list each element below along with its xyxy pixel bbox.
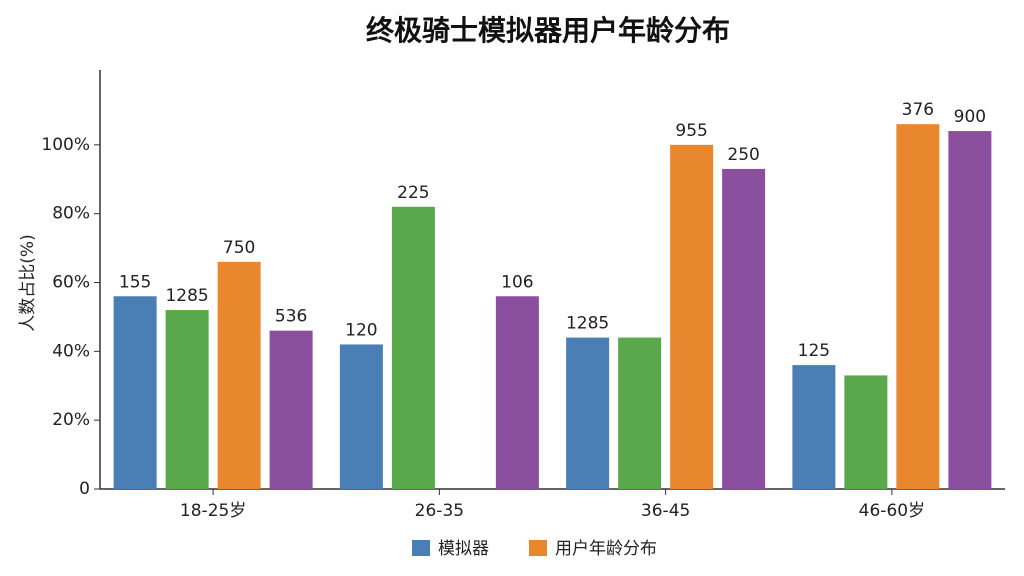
bar bbox=[792, 365, 836, 489]
data-label: 120 bbox=[345, 320, 377, 340]
y-tick-label: 80% bbox=[52, 204, 90, 224]
x-tick-label: 26-35 bbox=[415, 501, 464, 521]
legend-swatch bbox=[529, 540, 547, 556]
bar bbox=[391, 206, 435, 490]
bar bbox=[339, 344, 383, 489]
y-tick-label: 20% bbox=[52, 410, 90, 430]
chart-title: 终极骑士模拟器用户年龄分布 bbox=[366, 14, 730, 47]
data-label: 1285 bbox=[165, 286, 208, 306]
data-label: 750 bbox=[223, 238, 255, 258]
bar bbox=[670, 144, 714, 490]
data-label: 900 bbox=[954, 107, 986, 127]
data-label: 106 bbox=[501, 272, 533, 292]
bar bbox=[844, 375, 888, 489]
bar bbox=[217, 261, 261, 489]
y-tick-label: 60% bbox=[52, 273, 90, 293]
bar bbox=[948, 131, 992, 490]
y-axis-label: 人数占比(%) bbox=[18, 234, 38, 331]
bar bbox=[495, 296, 539, 489]
bar bbox=[165, 310, 209, 489]
bar bbox=[896, 124, 940, 489]
y-tick-label: 0 bbox=[79, 479, 90, 499]
data-label: 955 bbox=[675, 121, 707, 141]
data-label: 155 bbox=[119, 272, 151, 292]
y-tick-label: 40% bbox=[52, 341, 90, 361]
legend-swatch bbox=[412, 540, 430, 556]
bar bbox=[269, 330, 313, 489]
x-tick-label: 36-45 bbox=[641, 501, 690, 521]
data-label: 1285 bbox=[566, 314, 609, 334]
bar bbox=[566, 337, 610, 489]
data-label: 536 bbox=[275, 307, 307, 327]
bar bbox=[618, 337, 662, 489]
data-label: 125 bbox=[798, 341, 830, 361]
legend-label: 用户年龄分布 bbox=[555, 539, 657, 559]
data-label: 376 bbox=[902, 100, 934, 120]
x-tick-label: 46-60岁 bbox=[859, 501, 925, 521]
legend-label: 模拟器 bbox=[438, 539, 489, 559]
x-tick-label: 18-25岁 bbox=[180, 501, 246, 521]
y-tick-label: 100% bbox=[41, 135, 90, 155]
data-label: 225 bbox=[397, 183, 429, 203]
data-label: 250 bbox=[727, 145, 759, 165]
bar bbox=[722, 168, 766, 490]
bar bbox=[113, 296, 157, 489]
